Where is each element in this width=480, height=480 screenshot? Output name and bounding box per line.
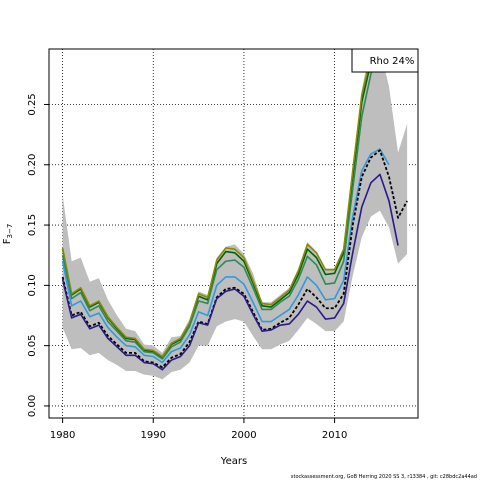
y-tick-label: 0.20 (27, 154, 38, 176)
legend-box (351, 48, 419, 73)
x-axis-title: Years (220, 456, 247, 467)
series-line-4 (61, 148, 390, 364)
x-tick-label: 1980 (50, 430, 75, 441)
confidence-band-area (62, 49, 408, 380)
series-lines (61, 49, 408, 371)
y-tick-label: 0.05 (27, 335, 38, 357)
plot-frame (48, 48, 419, 419)
y-tick-label: 0.00 (27, 395, 38, 417)
y-axis-title: F3−7 (2, 224, 14, 245)
y-axis: 0.00 0.05 0.10 0.15 0.20 0.25 (27, 93, 49, 417)
x-tick-label: 1990 (141, 430, 166, 441)
legend: Rho 24% (351, 48, 419, 73)
footer-caption: stockassessment.org, GoB Herring 2020 SS… (291, 474, 477, 480)
y-axis-title-subscript: 3−7 (6, 224, 14, 239)
x-tick-label: 2010 (322, 430, 347, 441)
series-line-2 (61, 49, 374, 358)
confidence-band (62, 49, 408, 380)
x-tick-label: 2000 (231, 430, 256, 441)
y-tick-label: 0.15 (27, 214, 38, 236)
legend-text: Rho 24% (370, 56, 415, 67)
y-tick-label: 0.10 (27, 274, 38, 296)
y-tick-label: 0.25 (27, 93, 38, 115)
series-line-5 (61, 149, 408, 369)
x-axis: 1980 1990 2000 2010 (50, 418, 347, 441)
y-axis-title-main: F (2, 238, 13, 244)
series-line-6 (61, 173, 399, 371)
series-line-3 (61, 49, 380, 360)
